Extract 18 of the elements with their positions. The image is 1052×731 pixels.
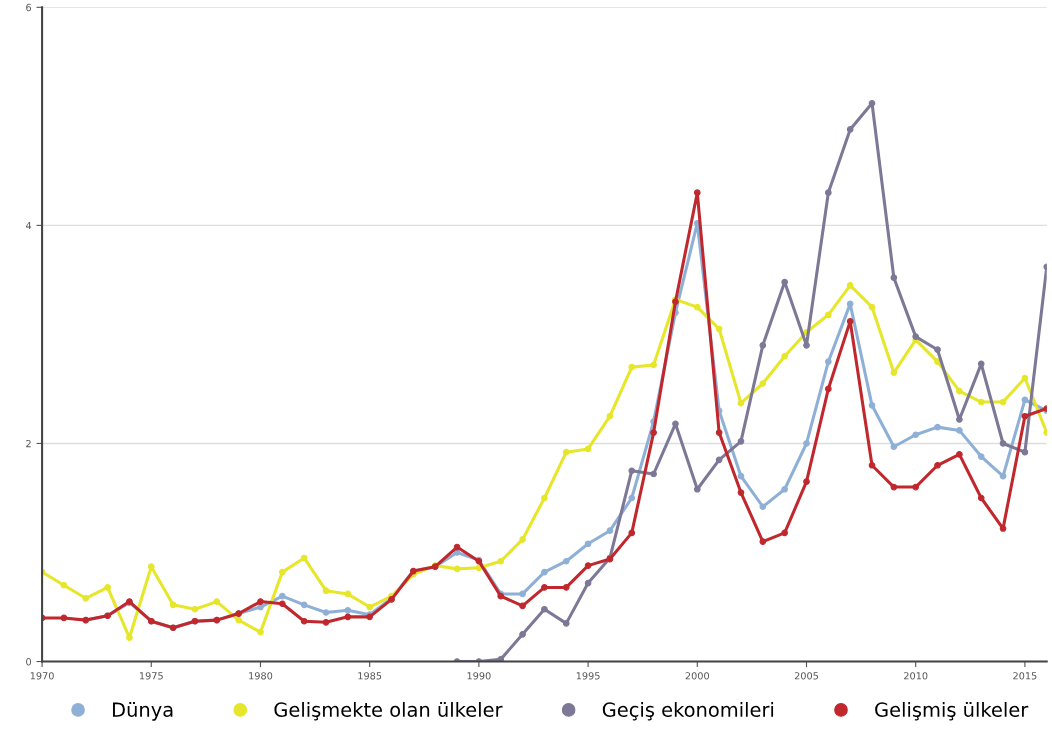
legend-label: Gelişmiş ülkeler xyxy=(875,701,1029,721)
y-tick-label: 2 xyxy=(26,439,31,448)
legend-label: Gelişmekte olan ülkeler xyxy=(274,701,503,721)
x-tick-label: 1985 xyxy=(358,672,382,680)
x-tick-label: 2005 xyxy=(794,672,819,680)
x-tick-label: 1995 xyxy=(576,672,600,680)
x-tick-label: 2015 xyxy=(1013,672,1037,680)
x-tick-label: 1980 xyxy=(249,672,273,680)
y-tick-label: 6 xyxy=(26,3,32,12)
x-tick-label: 1990 xyxy=(467,672,491,680)
x-tick-label: 2000 xyxy=(685,672,710,680)
y-tick-label: 4 xyxy=(25,222,32,230)
y-tick-label: 0 xyxy=(26,658,32,666)
x-tick-label: 1975 xyxy=(139,672,163,680)
x-tick-label: 2010 xyxy=(904,672,928,680)
legend-label: Geçiş ekonomileri xyxy=(602,701,774,721)
legend-label: Dünya xyxy=(113,701,173,721)
x-tick-label: 1970 xyxy=(30,672,54,680)
